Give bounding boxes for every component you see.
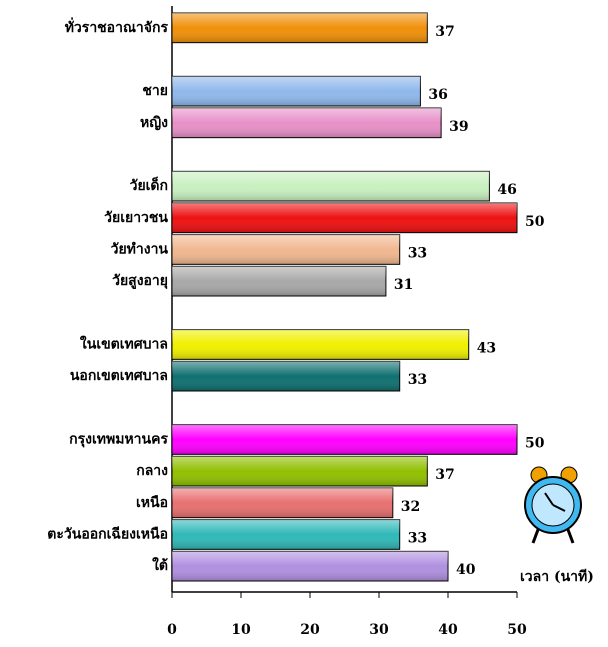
value-label: 33 bbox=[408, 246, 427, 262]
bar bbox=[172, 108, 441, 138]
y-tick-label: ใต้ bbox=[152, 556, 168, 574]
y-tick-label: ในเขตเทศบาล bbox=[80, 335, 168, 353]
x-tick-label: 50 bbox=[507, 622, 527, 638]
value-label: 40 bbox=[456, 562, 476, 578]
x-tick-label: 30 bbox=[369, 622, 389, 638]
bar bbox=[172, 361, 400, 391]
y-tick-label: หญิง bbox=[140, 115, 168, 131]
value-label: 46 bbox=[497, 182, 516, 198]
y-tick-label: วัยเยาวชน bbox=[104, 210, 168, 226]
value-label: 50 bbox=[525, 214, 545, 230]
bar bbox=[172, 520, 400, 550]
bar bbox=[172, 551, 448, 581]
y-tick-label: วัยสูงอายุ bbox=[112, 273, 168, 289]
y-tick-label: นอกเขตเทศบาล bbox=[70, 368, 168, 384]
bar bbox=[172, 330, 469, 360]
bar bbox=[172, 235, 400, 265]
x-tick-label: 20 bbox=[300, 622, 320, 638]
value-label: 36 bbox=[428, 87, 447, 103]
value-label: 31 bbox=[394, 277, 413, 293]
value-label: 33 bbox=[408, 531, 427, 547]
bar bbox=[172, 171, 489, 201]
y-tick-label: กรุงเทพมหานคร bbox=[69, 432, 168, 448]
value-label: 43 bbox=[477, 341, 496, 357]
bar bbox=[172, 488, 393, 518]
bar bbox=[172, 425, 517, 455]
y-tick-label: ตะวันออกเฉียงเหนือ bbox=[47, 527, 168, 543]
chart: เวลา (นาที) 0 10 20 30 40 50 ทั่วราชอาณาจักร 37… bbox=[0, 0, 608, 643]
y-tick-label: วัยเด็ก bbox=[130, 176, 168, 194]
bar bbox=[172, 13, 427, 43]
value-label: 32 bbox=[401, 499, 420, 515]
clock-icon bbox=[525, 467, 581, 543]
value-label: 39 bbox=[449, 119, 468, 135]
x-tick-label: 0 bbox=[167, 622, 177, 638]
y-tick-label: ชาย bbox=[142, 83, 168, 99]
x-tick-label: 40 bbox=[438, 622, 458, 638]
x-tick-label: 10 bbox=[231, 622, 251, 638]
bar bbox=[172, 266, 386, 296]
x-axis-label: เวลา (นาที) bbox=[520, 569, 594, 585]
value-label: 50 bbox=[525, 436, 545, 452]
value-label: 37 bbox=[435, 467, 454, 483]
value-label: 33 bbox=[408, 372, 427, 388]
value-label: 37 bbox=[435, 24, 454, 40]
y-tick-label: เหนือ bbox=[136, 495, 168, 511]
y-tick-label: ทั่วราชอาณาจักร bbox=[65, 17, 169, 36]
y-tick-label: กลาง bbox=[136, 463, 168, 479]
y-tick-label: วัยทำงาน bbox=[111, 242, 169, 258]
bar bbox=[172, 76, 420, 106]
bar bbox=[172, 203, 517, 233]
bar bbox=[172, 456, 427, 486]
